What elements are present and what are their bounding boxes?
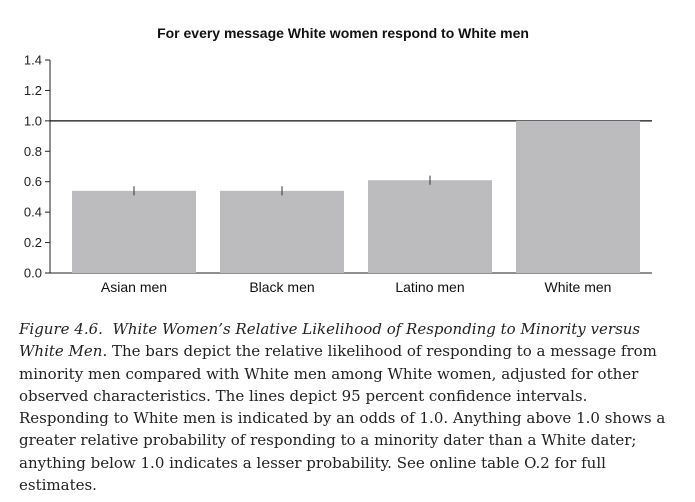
bar-series — [72, 120, 640, 273]
y-tick-label: 0.6 — [24, 174, 42, 189]
y-tick-label: 0.2 — [24, 235, 42, 250]
y-tick-label: 0.8 — [24, 144, 42, 159]
bar — [516, 120, 640, 273]
figure-caption: Figure 4.6. White Women’s Relative Likel… — [19, 318, 679, 496]
y-tick-label: 0.4 — [24, 205, 42, 220]
bar — [368, 180, 492, 273]
x-category-label: Asian men — [101, 279, 167, 295]
caption-label: Figure 4.6. — [19, 320, 103, 338]
x-category-label: Black men — [249, 279, 314, 295]
y-tick-label: 1.2 — [24, 83, 42, 98]
x-category-label: Latino men — [395, 279, 464, 295]
category-labels: Asian men Black men Latino men White men — [101, 279, 612, 295]
caption-title: White Women’s Relative Likelihood of Res… — [19, 320, 641, 361]
bar — [220, 190, 344, 273]
y-tick-label: 1.4 — [24, 53, 42, 68]
y-tick-label: 0.0 — [24, 266, 42, 281]
chart-title: For every message White women respond to… — [157, 25, 529, 41]
bar-chart: For every message White women respond to… — [24, 25, 652, 295]
x-category-label: White men — [545, 279, 612, 295]
caption-text: The bars depict the relative likelihood … — [19, 342, 666, 495]
y-tick-label: 1.0 — [24, 113, 42, 128]
bar — [72, 190, 196, 273]
